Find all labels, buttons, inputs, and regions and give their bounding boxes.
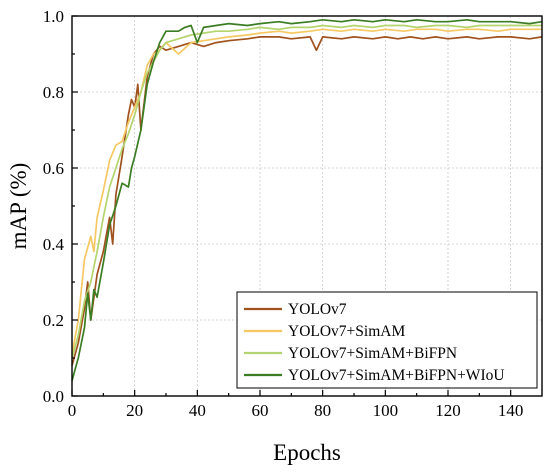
legend-box <box>236 291 538 389</box>
y-tick-label: 0.4 <box>43 235 65 254</box>
axis-ticks <box>71 15 512 397</box>
x-tick-labels: 0 20 40 60 80 100 120 140 <box>68 401 524 420</box>
y-tick-label: 0.6 <box>43 159 64 178</box>
x-tick-label: 20 <box>126 401 143 420</box>
y-tick-label: 0.8 <box>43 83 64 102</box>
x-tick-label: 0 <box>68 401 77 420</box>
y-tick-labels: 0.0 0.2 0.4 0.6 0.8 1.0 <box>43 7 65 406</box>
legend: YOLOv7 YOLOv7+SimAM YOLOv7+SimAM+BiFPN YOLO… <box>236 291 538 389</box>
y-tick-label: 1.0 <box>43 7 64 26</box>
series-line-2 <box>71 28 542 355</box>
series-lines <box>71 18 543 382</box>
x-axis-title: Epochs <box>273 440 341 465</box>
series-line-1 <box>71 36 543 366</box>
x-tick-label: 60 <box>252 401 269 420</box>
y-axis-title: mAP (%) <box>6 163 31 250</box>
x-tick-label: 120 <box>435 401 461 420</box>
y-tick-label: 0.0 <box>43 387 64 406</box>
x-tick-label: 140 <box>498 401 524 420</box>
legend-label-2: YOLOv7+SimAM <box>288 323 405 340</box>
x-tick-label: 40 <box>189 401 206 420</box>
legend-label-3: YOLOv7+SimAM+BiFPN <box>288 345 457 362</box>
x-tick-label: 80 <box>314 401 331 420</box>
legend-label-1: YOLOv7 <box>288 301 347 318</box>
y-tick-label: 0.2 <box>43 311 64 330</box>
legend-label-4: YOLOv7+SimAM+BiFPN+WIoU <box>288 367 505 384</box>
x-tick-label: 100 <box>373 401 399 420</box>
series-line-3 <box>71 24 542 359</box>
series-line-4 <box>71 18 543 382</box>
